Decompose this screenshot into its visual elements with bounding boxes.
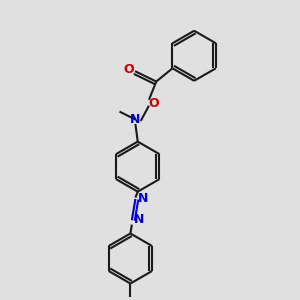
Text: O: O <box>148 97 159 110</box>
Text: O: O <box>123 63 134 76</box>
Text: N: N <box>130 113 140 126</box>
Text: N: N <box>134 213 145 226</box>
Text: N: N <box>138 192 148 205</box>
